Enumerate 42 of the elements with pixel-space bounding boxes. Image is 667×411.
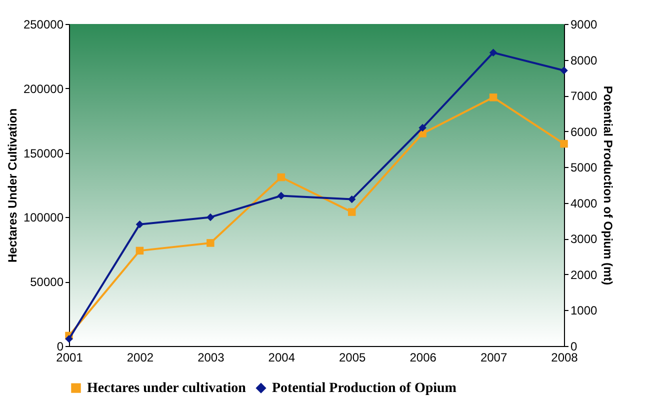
- y-tick-label: 0: [56, 340, 64, 354]
- point: [277, 192, 286, 200]
- point: [348, 195, 356, 204]
- y-tick-label: 250000: [23, 18, 64, 32]
- y2-tick-label: 4000: [570, 196, 598, 210]
- legend-label: Potential Production of Opium: [272, 381, 457, 396]
- y2-tick-label: 7000: [570, 89, 598, 104]
- legend-label: Hectares under cultivation: [87, 381, 246, 396]
- point: [348, 208, 356, 216]
- x-tick-label: 2006: [410, 350, 437, 364]
- y2-tick-label: 1000: [570, 304, 598, 318]
- y2-tick-label: 3000: [570, 232, 598, 246]
- point: [206, 239, 214, 247]
- point: [65, 334, 73, 343]
- y-axis-title: Hectares Under Cultivation: [5, 108, 20, 263]
- point: [489, 48, 498, 56]
- point: [136, 246, 144, 255]
- point: [206, 213, 214, 222]
- x-tick-label: 2002: [126, 350, 154, 364]
- y-tick-label: 100000: [23, 210, 64, 225]
- y2-tick-label: 5000: [570, 160, 598, 175]
- y2-tick-label: 6000: [570, 124, 598, 139]
- y2-axis-title: Potential Production of Opium (mt): [601, 86, 616, 286]
- point: [277, 173, 286, 182]
- x-tick-label: 2001: [56, 350, 84, 364]
- x-tick-label: 2008: [551, 350, 578, 364]
- point: [418, 124, 426, 132]
- point: [136, 220, 144, 228]
- y2-tick-label: 2000: [570, 268, 598, 282]
- point: [560, 66, 568, 74]
- y2-tick-label: 9000: [570, 18, 598, 32]
- x-tick-label: 2004: [268, 350, 296, 364]
- point: [560, 140, 568, 148]
- y-tick-label: 50000: [30, 275, 64, 290]
- y2-tick-label: 0: [570, 340, 578, 354]
- y2-tick-label: 8000: [570, 53, 598, 68]
- point: [489, 94, 498, 102]
- x-tick-label: 2007: [480, 350, 508, 364]
- y-tick-label: 200000: [23, 82, 64, 96]
- x-tick-label: 2005: [339, 350, 366, 364]
- y-tick-label: 150000: [23, 146, 64, 160]
- x-tick-label: 2003: [198, 350, 225, 364]
